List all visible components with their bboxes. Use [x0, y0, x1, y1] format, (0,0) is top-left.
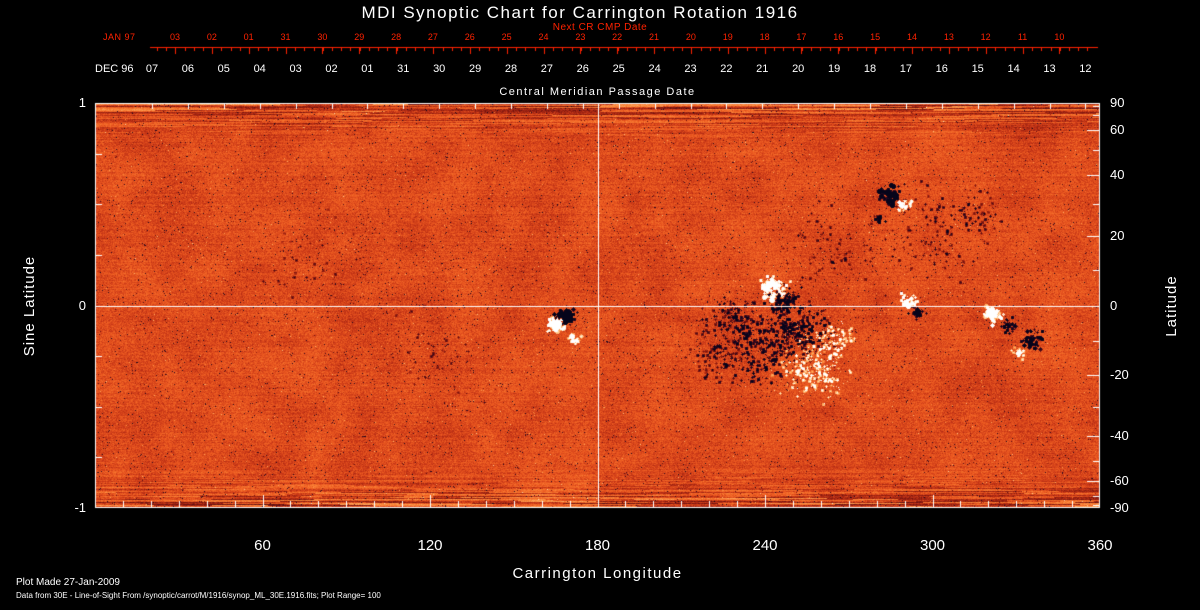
- next-cr-tick-label: 25: [501, 32, 512, 42]
- data-source-footer: Data from 30E - Line-of-Sight From /syno…: [16, 591, 381, 600]
- latitude-tick-label: 60: [1110, 121, 1125, 137]
- cmp-tick-label: 05: [217, 63, 230, 75]
- cmp-tick-label: 06: [181, 63, 195, 75]
- next-cr-tick-label: 27: [427, 32, 438, 42]
- cmp-tick-label: 14: [1007, 63, 1020, 75]
- latitude-tick-label: -90: [1110, 499, 1129, 515]
- next-cr-tick-label: 28: [391, 32, 402, 42]
- next-cr-tick-label: 01: [243, 32, 254, 42]
- next-cr-tick-label: 22: [612, 32, 623, 42]
- cmp-tick-label: 01: [361, 63, 374, 75]
- next-cr-tick-label: 17: [796, 32, 807, 42]
- latitude-axis-label: Latitude: [1162, 275, 1180, 337]
- plot-made-footer: Plot Made 27-Jan-2009: [16, 577, 120, 588]
- latitude-tick-label: 0: [1110, 297, 1118, 313]
- cmp-tick-label: 21: [756, 63, 769, 75]
- latitude-tick-label: -60: [1110, 472, 1129, 488]
- cmp-tick-label: 04: [253, 63, 266, 75]
- next-cr-tick-label: 24: [538, 32, 549, 42]
- next-cr-tick-label: 03: [169, 32, 181, 42]
- next-cr-tick-label: 16: [833, 32, 844, 42]
- latitude-tick-label: 40: [1110, 167, 1125, 183]
- cmp-tick-label: 17: [899, 63, 913, 75]
- x-tick-label: 240: [752, 537, 778, 554]
- next-cr-tick-label: 21: [649, 32, 660, 42]
- next-cr-tick-label: 19: [722, 32, 733, 42]
- latitude-tick-label: 90: [1110, 94, 1125, 110]
- next-cr-tick-label: 14: [906, 32, 918, 42]
- sine-latitude-tick-label: 0: [78, 297, 86, 313]
- next-cr-cmp-date-label: Next CR CMP Date: [552, 22, 648, 33]
- cmp-tick-label: 02: [325, 63, 338, 75]
- cmp-tick-label: 31: [397, 63, 410, 75]
- cmp-axis-label: Central Meridian Passage Date: [499, 86, 696, 98]
- cmp-tick-label: 07: [145, 63, 159, 75]
- cmp-tick-label: 20: [792, 63, 805, 75]
- cmp-month-label: DEC 96: [95, 63, 134, 75]
- cmp-tick-label: 27: [540, 63, 554, 75]
- next-cr-tick-label: 12: [980, 32, 991, 42]
- next-cr-tick-label: 31: [280, 32, 291, 42]
- sine-latitude-axis-label: Sine Latitude: [20, 255, 38, 357]
- sine-latitude-tick-label: -1: [74, 499, 86, 515]
- x-axis-label: Carrington Longitude: [512, 565, 683, 582]
- next-cr-tick-label: 29: [354, 32, 365, 42]
- cmp-tick-label: 23: [684, 63, 697, 75]
- x-tick-label: 120: [417, 537, 443, 554]
- next-cr-tick-label: 10: [1054, 32, 1065, 42]
- next-cr-tick-label: 20: [685, 32, 696, 42]
- latitude-tick-label: -40: [1110, 427, 1129, 443]
- chart-title: MDI Synoptic Chart for Carrington Rotati…: [361, 3, 799, 22]
- next-cr-tick-label: 26: [464, 32, 475, 42]
- cmp-tick-label: 26: [576, 63, 589, 75]
- cmp-tick-label: 29: [468, 63, 482, 75]
- cmp-tick-label: 24: [648, 63, 661, 75]
- next-cr-tick-label: 11: [1017, 32, 1028, 42]
- cmp-tick-label: 03: [289, 63, 302, 75]
- cmp-tick-label: 12: [1079, 63, 1092, 75]
- next-cr-tick-label: 02: [206, 32, 217, 42]
- next-cr-tick-label: 30: [317, 32, 328, 42]
- sine-latitude-tick-label: 1: [78, 94, 86, 110]
- next-cr-tick-label: 13: [943, 32, 954, 42]
- x-tick-label: 60: [254, 537, 271, 554]
- cmp-tick-label: 30: [433, 63, 446, 75]
- cmp-tick-label: 19: [827, 63, 841, 75]
- next-cr-tick-label: 15: [870, 32, 881, 42]
- cmp-tick-label: 18: [863, 63, 877, 75]
- x-tick-label: 360: [1087, 537, 1113, 554]
- cmp-tick-label: 22: [720, 63, 733, 75]
- cmp-tick-label: 25: [612, 63, 625, 75]
- cmp-tick-label: 13: [1043, 63, 1056, 75]
- latitude-tick-label: 20: [1110, 228, 1125, 244]
- next-cr-month-label: JAN 97: [103, 32, 136, 42]
- next-cr-tick-label: 23: [575, 32, 586, 42]
- cmp-tick-label: 16: [935, 63, 948, 75]
- x-tick-label: 300: [919, 537, 946, 554]
- x-tick-label: 180: [584, 537, 611, 554]
- next-cr-tick-label: 18: [759, 32, 770, 42]
- latitude-tick-label: -20: [1110, 366, 1129, 382]
- cmp-tick-label: 28: [504, 63, 518, 75]
- cmp-tick-label: 15: [971, 63, 984, 75]
